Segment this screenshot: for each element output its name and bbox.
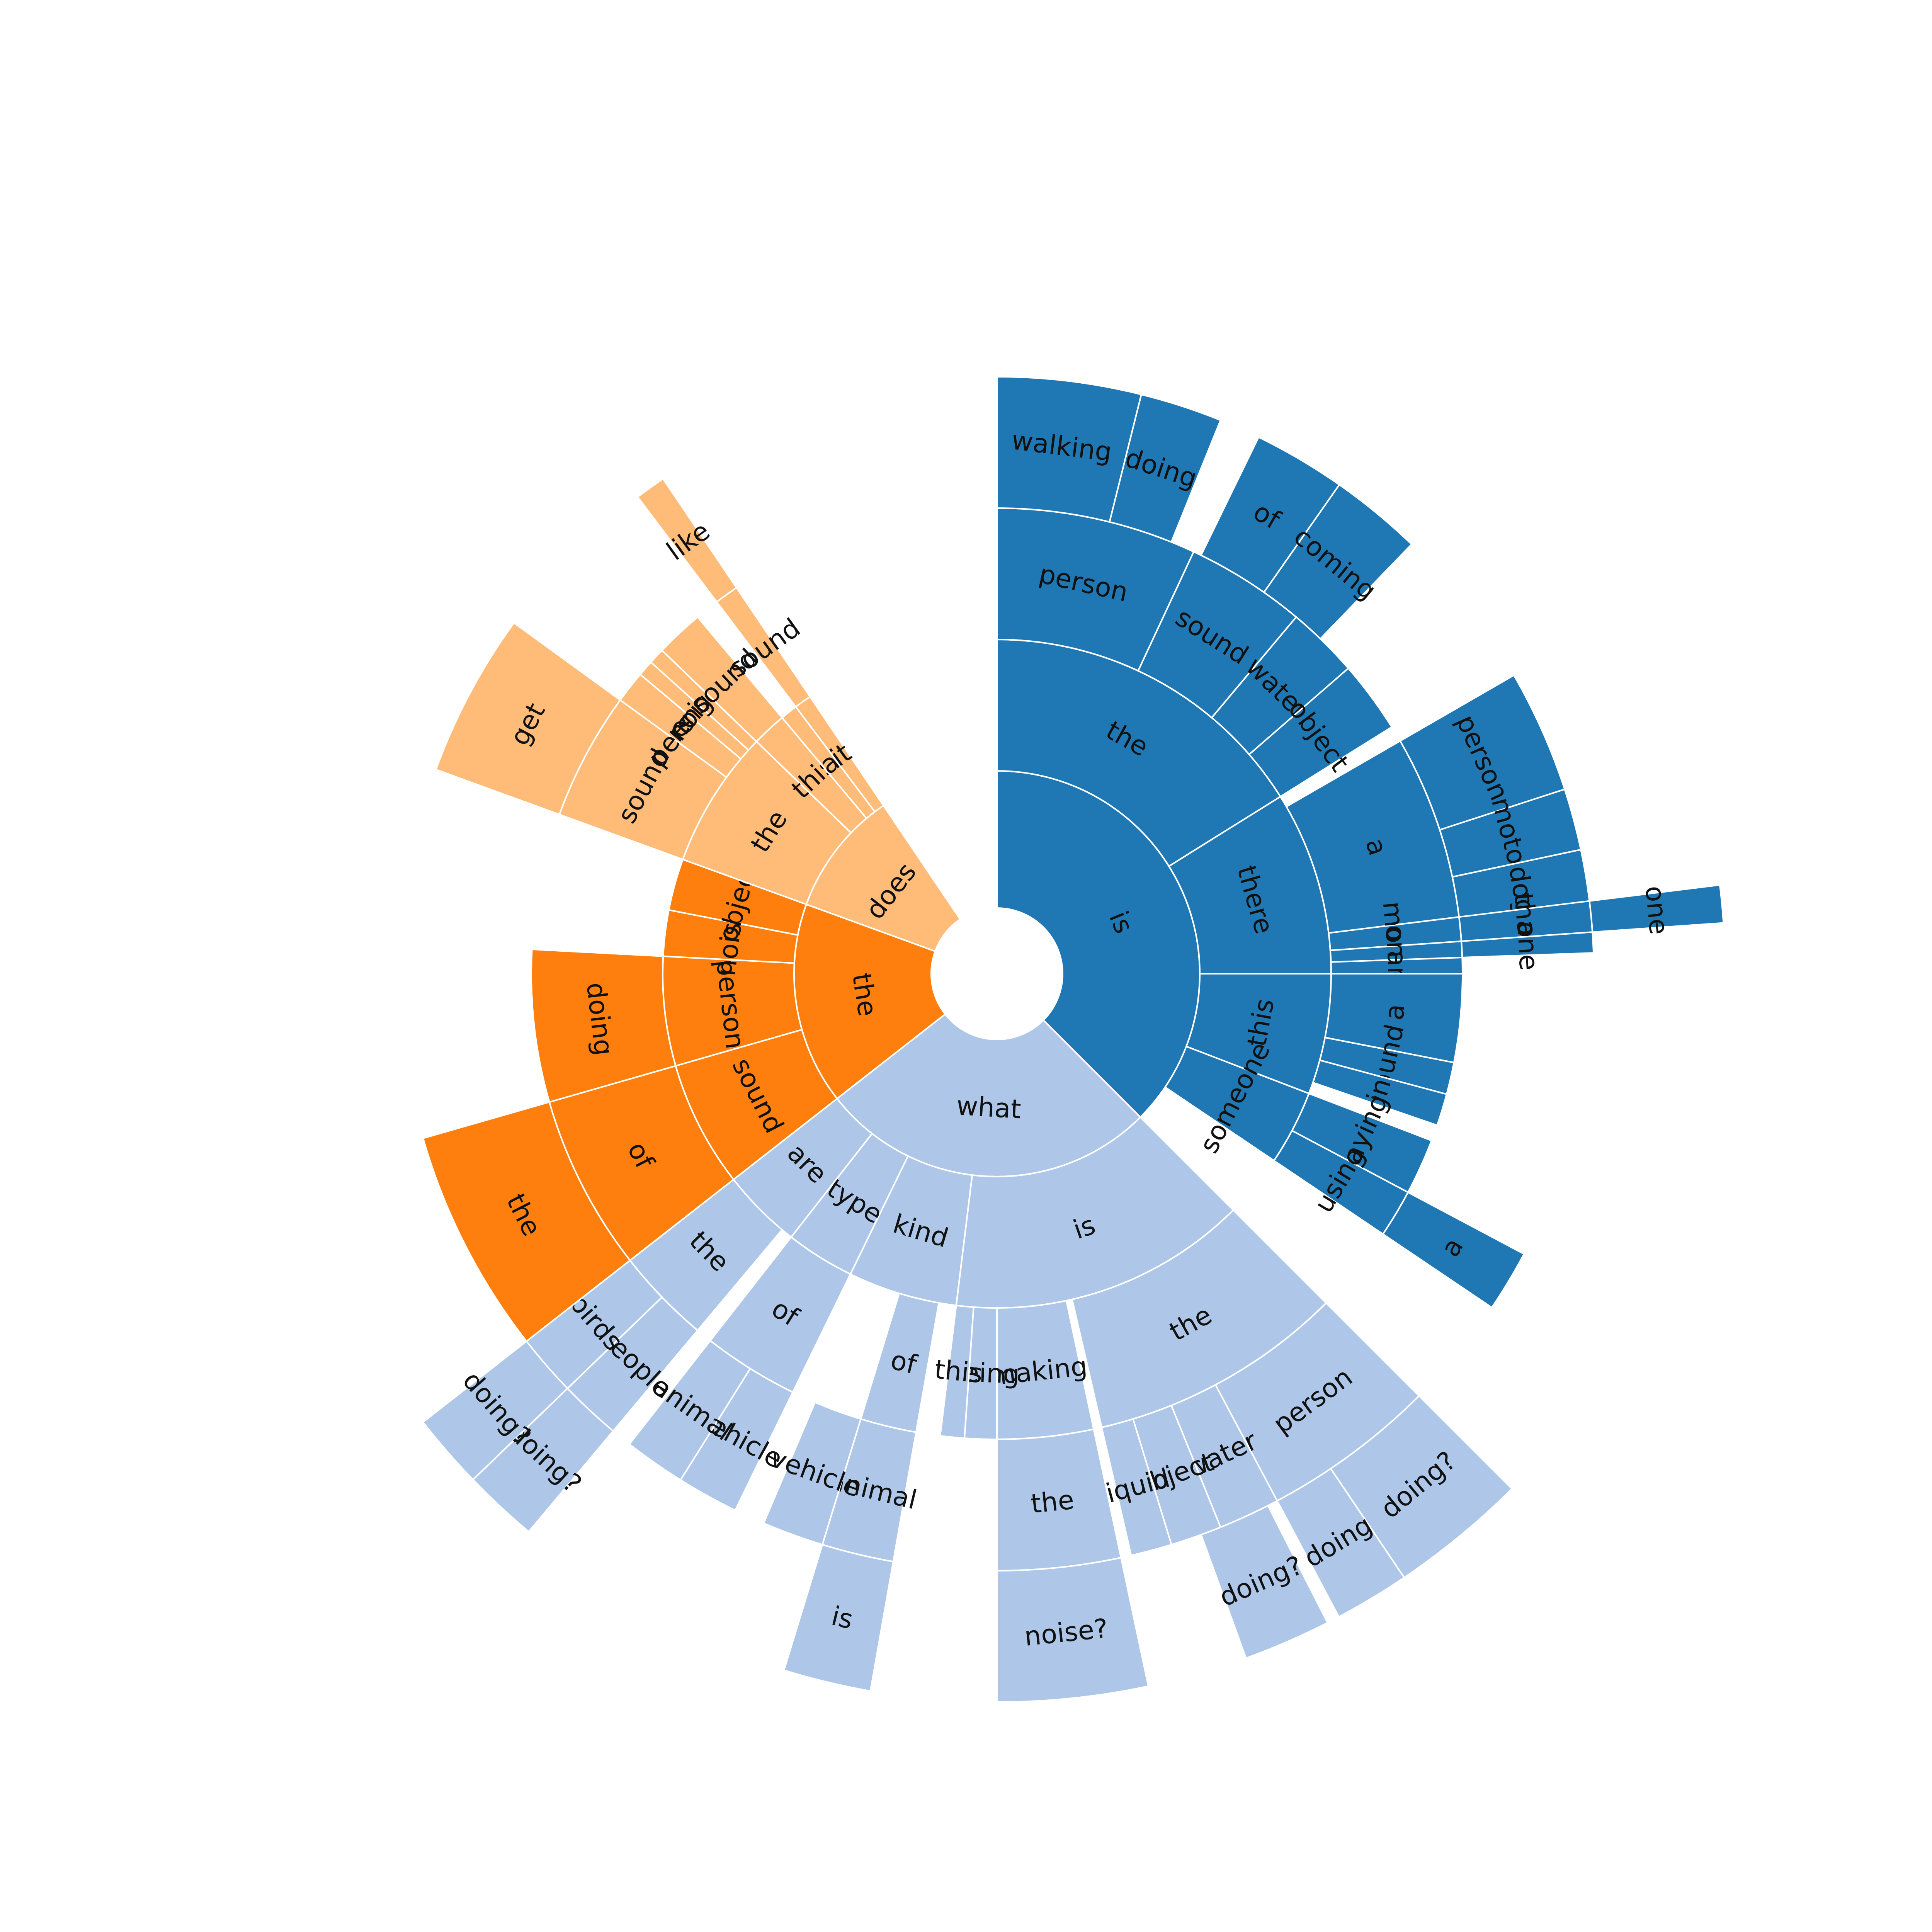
label-a-level-3: a: [1379, 1003, 1411, 1022]
segment-the-level-4[interactable]: [422, 1101, 631, 1343]
label-the-level-1: the: [846, 971, 883, 1019]
segment-doing-level-5[interactable]: [1200, 1504, 1329, 1659]
segment-animal-level-4[interactable]: [628, 1339, 752, 1481]
label-one-level-4: one: [1511, 921, 1544, 971]
segment-coming-level-4[interactable]: [1263, 483, 1413, 640]
segment-get-level-4[interactable]: [435, 622, 621, 816]
label-one-level-5: one: [1639, 884, 1674, 936]
segment-a-level-4[interactable]: [1382, 1191, 1525, 1309]
label-the-level-4: the: [1029, 1485, 1075, 1519]
segment-sound-level-3[interactable]: [661, 616, 783, 743]
label-this-level-3: this: [933, 1354, 984, 1389]
segment-object-level-3[interactable]: [1248, 667, 1393, 798]
segment-doing-level-4[interactable]: [1109, 393, 1222, 543]
segment-noise-level-5[interactable]: [996, 1556, 1150, 1703]
label-what-level-1: what: [956, 1090, 1022, 1125]
segment-in-level-3[interactable]: [1312, 1059, 1448, 1126]
segment-doing-level-3[interactable]: [531, 948, 677, 1103]
segment-doing-level-5[interactable]: [1276, 1468, 1405, 1618]
segment-vehicle-level-4[interactable]: [762, 1401, 862, 1546]
segment-liquid-level-4[interactable]: [1100, 1418, 1173, 1556]
segment-doing-level-5[interactable]: [422, 1340, 569, 1481]
segment-like-level-4[interactable]: [636, 478, 738, 603]
segment-is-level-5[interactable]: [783, 1543, 895, 1692]
